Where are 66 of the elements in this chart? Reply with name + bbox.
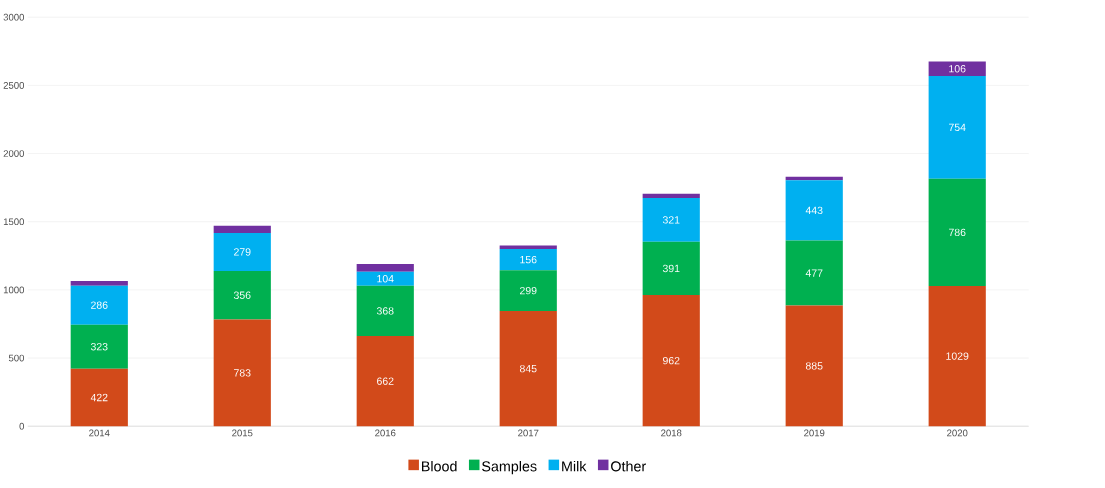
x-tick-label: 2016 (375, 429, 396, 437)
bar (928, 179, 986, 287)
data-label: 783 (234, 369, 251, 377)
y-tick-label: 2000 (3, 150, 25, 158)
bar (213, 226, 271, 234)
data-label: 662 (377, 377, 394, 386)
bar (928, 286, 986, 427)
data-label: 885 (805, 362, 823, 370)
y-tick-label: 3000 (3, 14, 25, 21)
data-label: 845 (519, 365, 537, 373)
bar (70, 285, 128, 325)
y-tick-label: 2500 (3, 82, 25, 89)
data-label: 443 (805, 206, 823, 215)
x-tick-label: 2014 (89, 429, 110, 437)
bar (642, 194, 700, 199)
bar (356, 336, 414, 427)
x-tick-label: 2015 (232, 429, 253, 437)
bar (356, 286, 414, 337)
data-label: 299 (520, 287, 537, 295)
bar (356, 271, 414, 287)
data-label: 279 (234, 248, 251, 256)
data-label: 321 (662, 216, 680, 224)
legend-label: Other (611, 461, 646, 472)
x-tick-label: 2019 (804, 429, 825, 437)
y-tick-label: 1000 (3, 286, 25, 294)
data-label: 104 (377, 275, 394, 283)
legend-label: Blood (422, 461, 457, 472)
legend-label: Samples (482, 461, 537, 475)
data-label: 962 (662, 357, 680, 365)
bar (642, 242, 700, 296)
bar (785, 305, 843, 427)
data-label: 368 (376, 307, 394, 315)
data-label: 356 (233, 291, 251, 300)
data-label: 477 (805, 269, 823, 277)
y-tick-label: 1500 (3, 218, 25, 226)
data-label: 1029 (946, 352, 969, 361)
bar (70, 324, 128, 369)
x-tick-label: 2017 (518, 429, 539, 437)
x-tick-label: 2020 (947, 429, 968, 437)
data-label: 156 (520, 256, 537, 264)
bar (213, 319, 271, 427)
bar (785, 240, 843, 306)
y-tick-label: 500 (8, 354, 25, 362)
data-label: 286 (91, 301, 108, 310)
bar (213, 271, 271, 320)
x-tick-label: 2018 (661, 429, 682, 437)
data-label: 323 (90, 343, 108, 351)
bar (356, 264, 414, 272)
bar (499, 249, 557, 271)
bar (70, 281, 128, 286)
bar (928, 76, 986, 180)
bar (642, 295, 700, 427)
bar (499, 270, 557, 312)
bar (499, 311, 557, 427)
data-label: 422 (90, 394, 108, 402)
bar (213, 233, 271, 272)
data-label: 391 (662, 264, 680, 273)
bar (785, 180, 843, 241)
data-label: 786 (949, 228, 966, 237)
data-label: 754 (949, 123, 966, 132)
data-label: 106 (949, 65, 966, 73)
bar (70, 368, 128, 427)
bar (642, 198, 700, 242)
bar (928, 61, 986, 77)
y-tick-label: 0 (19, 423, 25, 430)
legend-label: Milk (562, 461, 587, 472)
